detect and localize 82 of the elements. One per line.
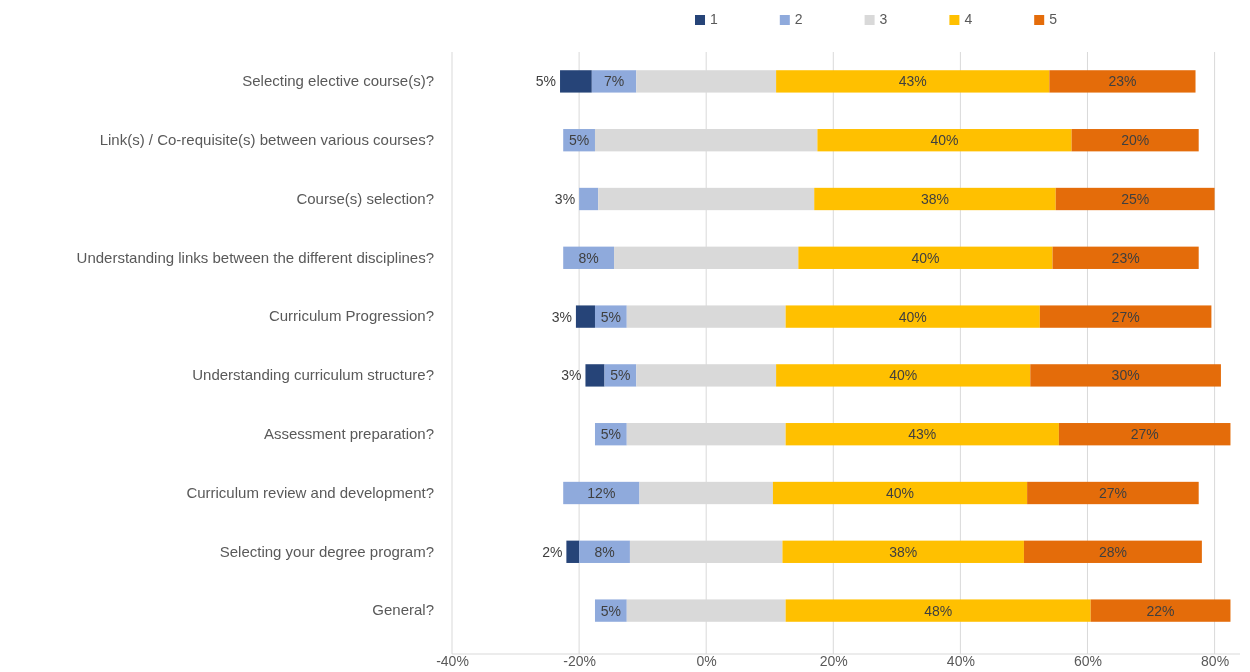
y-tick-label: Curriculum review and development? <box>186 483 434 501</box>
data-label: 8% <box>578 249 599 266</box>
x-tick-label: -20% <box>563 652 596 669</box>
bar <box>1039 305 1212 328</box>
data-label: 25% <box>1121 190 1150 207</box>
data-label: 27% <box>1098 484 1127 501</box>
data-label: 5% <box>600 602 621 619</box>
y-tick-label: Course(s) selection? <box>296 189 434 207</box>
data-label: 43% <box>898 73 927 90</box>
bar <box>1027 481 1199 505</box>
legend-label: 5 <box>1049 11 1058 27</box>
legend-label: 3 <box>879 11 888 27</box>
data-label: 3% <box>554 190 576 207</box>
y-tick-label: Understanding curriculum structure? <box>192 366 434 384</box>
bar <box>1049 70 1196 93</box>
data-label: 27% <box>1130 426 1159 443</box>
bar <box>1071 129 1199 152</box>
x-tick-label: 80% <box>1201 652 1230 669</box>
bar <box>591 70 637 93</box>
y-tick-label: General? <box>372 601 434 619</box>
data-label: 2% <box>542 543 563 560</box>
bar <box>785 423 1059 446</box>
data-label: 3% <box>551 308 572 325</box>
bar <box>1030 364 1221 387</box>
bar <box>1090 599 1231 622</box>
legend-label: 4 <box>964 11 973 27</box>
data-label: 28% <box>1098 543 1127 560</box>
x-tick-label: -40% <box>436 652 469 669</box>
data-label: 40% <box>889 367 918 384</box>
bar <box>785 305 1040 328</box>
y-tick-label: Assessment preparation? <box>263 425 434 442</box>
data-label: 8% <box>594 543 615 560</box>
data-label: 7% <box>603 73 625 90</box>
data-label: 38% <box>889 543 918 560</box>
data-label: 27% <box>1111 308 1140 325</box>
data-label: 5% <box>600 426 621 443</box>
bar <box>785 599 1091 622</box>
bar <box>566 540 580 563</box>
legend-label: 1 <box>710 11 719 27</box>
data-label: 30% <box>1111 367 1140 384</box>
bar <box>1023 540 1202 563</box>
bar <box>579 187 599 211</box>
data-label: 5% <box>568 132 590 149</box>
y-tick-label: Understanding links between the different disciplines? <box>76 248 434 266</box>
data-label: 5% <box>600 308 621 325</box>
bar <box>782 540 1024 563</box>
bar <box>560 70 592 93</box>
bar <box>772 481 1028 505</box>
bar <box>1055 187 1215 211</box>
bar <box>776 364 1031 387</box>
bar <box>1052 246 1199 269</box>
data-label: 40% <box>886 484 915 501</box>
x-tick-label: 20% <box>819 652 848 669</box>
x-tick-label: 40% <box>946 652 975 669</box>
data-label: 5% <box>610 367 631 384</box>
data-label: 40% <box>911 249 940 266</box>
y-tick-label: Selecting elective course(s)? <box>242 72 434 90</box>
data-label: 43% <box>908 426 937 443</box>
data-label: 40% <box>930 132 959 149</box>
data-label: 22% <box>1146 602 1175 619</box>
x-tick-label: 60% <box>1073 652 1102 669</box>
bar <box>776 70 1050 93</box>
data-label: 48% <box>924 602 953 619</box>
y-tick-label: Link(s) / Co-requisite(s) between various courses? <box>99 131 434 148</box>
bar <box>575 305 595 328</box>
x-tick-label: 0% <box>696 652 717 669</box>
bar <box>585 364 605 387</box>
y-tick-label: Selecting your degree program? <box>219 542 434 560</box>
data-label: 5% <box>535 73 557 90</box>
data-label: 20% <box>1121 132 1150 149</box>
data-label: 40% <box>898 308 927 325</box>
data-label: 23% <box>1108 73 1137 90</box>
data-label: 12% <box>587 484 616 501</box>
bar <box>814 187 1056 211</box>
bar <box>817 129 1072 152</box>
data-label: 3% <box>561 367 582 384</box>
legend-label: 2 <box>794 11 803 27</box>
bar <box>1058 423 1231 446</box>
bar <box>798 246 1053 269</box>
data-label: 38% <box>920 190 949 207</box>
y-tick-label: Curriculum Progression? <box>268 307 434 325</box>
data-label: 23% <box>1111 249 1140 266</box>
